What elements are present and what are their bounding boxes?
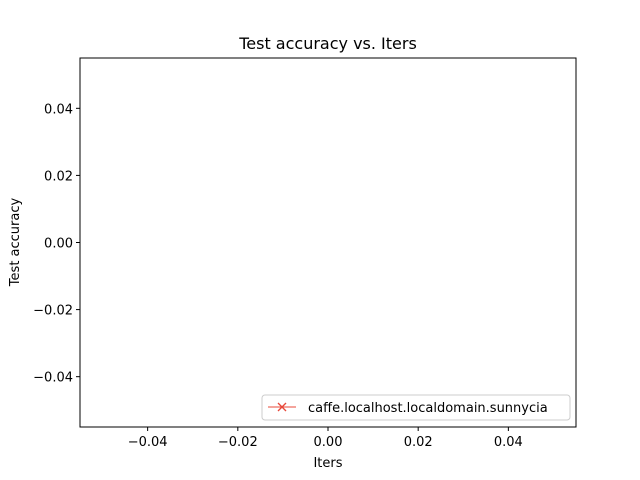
y-tick-label: −0.04 [33, 371, 73, 386]
x-axis: −0.04 −0.02 0.00 0.02 0.04 [128, 427, 523, 450]
y-axis: −0.04 −0.02 0.00 0.02 0.04 [33, 102, 80, 386]
x-tick-label: −0.04 [128, 435, 168, 450]
legend-series-marker-x-icon [277, 402, 287, 412]
y-tick-label: −0.02 [33, 304, 73, 319]
y-tick-label: 0.04 [44, 102, 73, 117]
y-tick-label: 0.00 [44, 237, 73, 252]
x-tick-label: 0.00 [314, 435, 343, 450]
x-tick-label: −0.02 [218, 435, 258, 450]
y-tick-label: 0.02 [44, 169, 73, 184]
legend: caffe.localhost.localdomain.sunnycia [261, 394, 571, 421]
x-axis-label: Iters [313, 456, 342, 471]
chart-title: Test accuracy vs. Iters [238, 34, 417, 53]
x-tick-label: 0.02 [404, 435, 433, 450]
legend-series-label: caffe.localhost.localdomain.sunnycia [308, 401, 548, 416]
y-axis-label: Test accuracy [8, 198, 23, 288]
x-tick-label: 0.04 [494, 435, 523, 450]
legend-box [261, 394, 571, 421]
